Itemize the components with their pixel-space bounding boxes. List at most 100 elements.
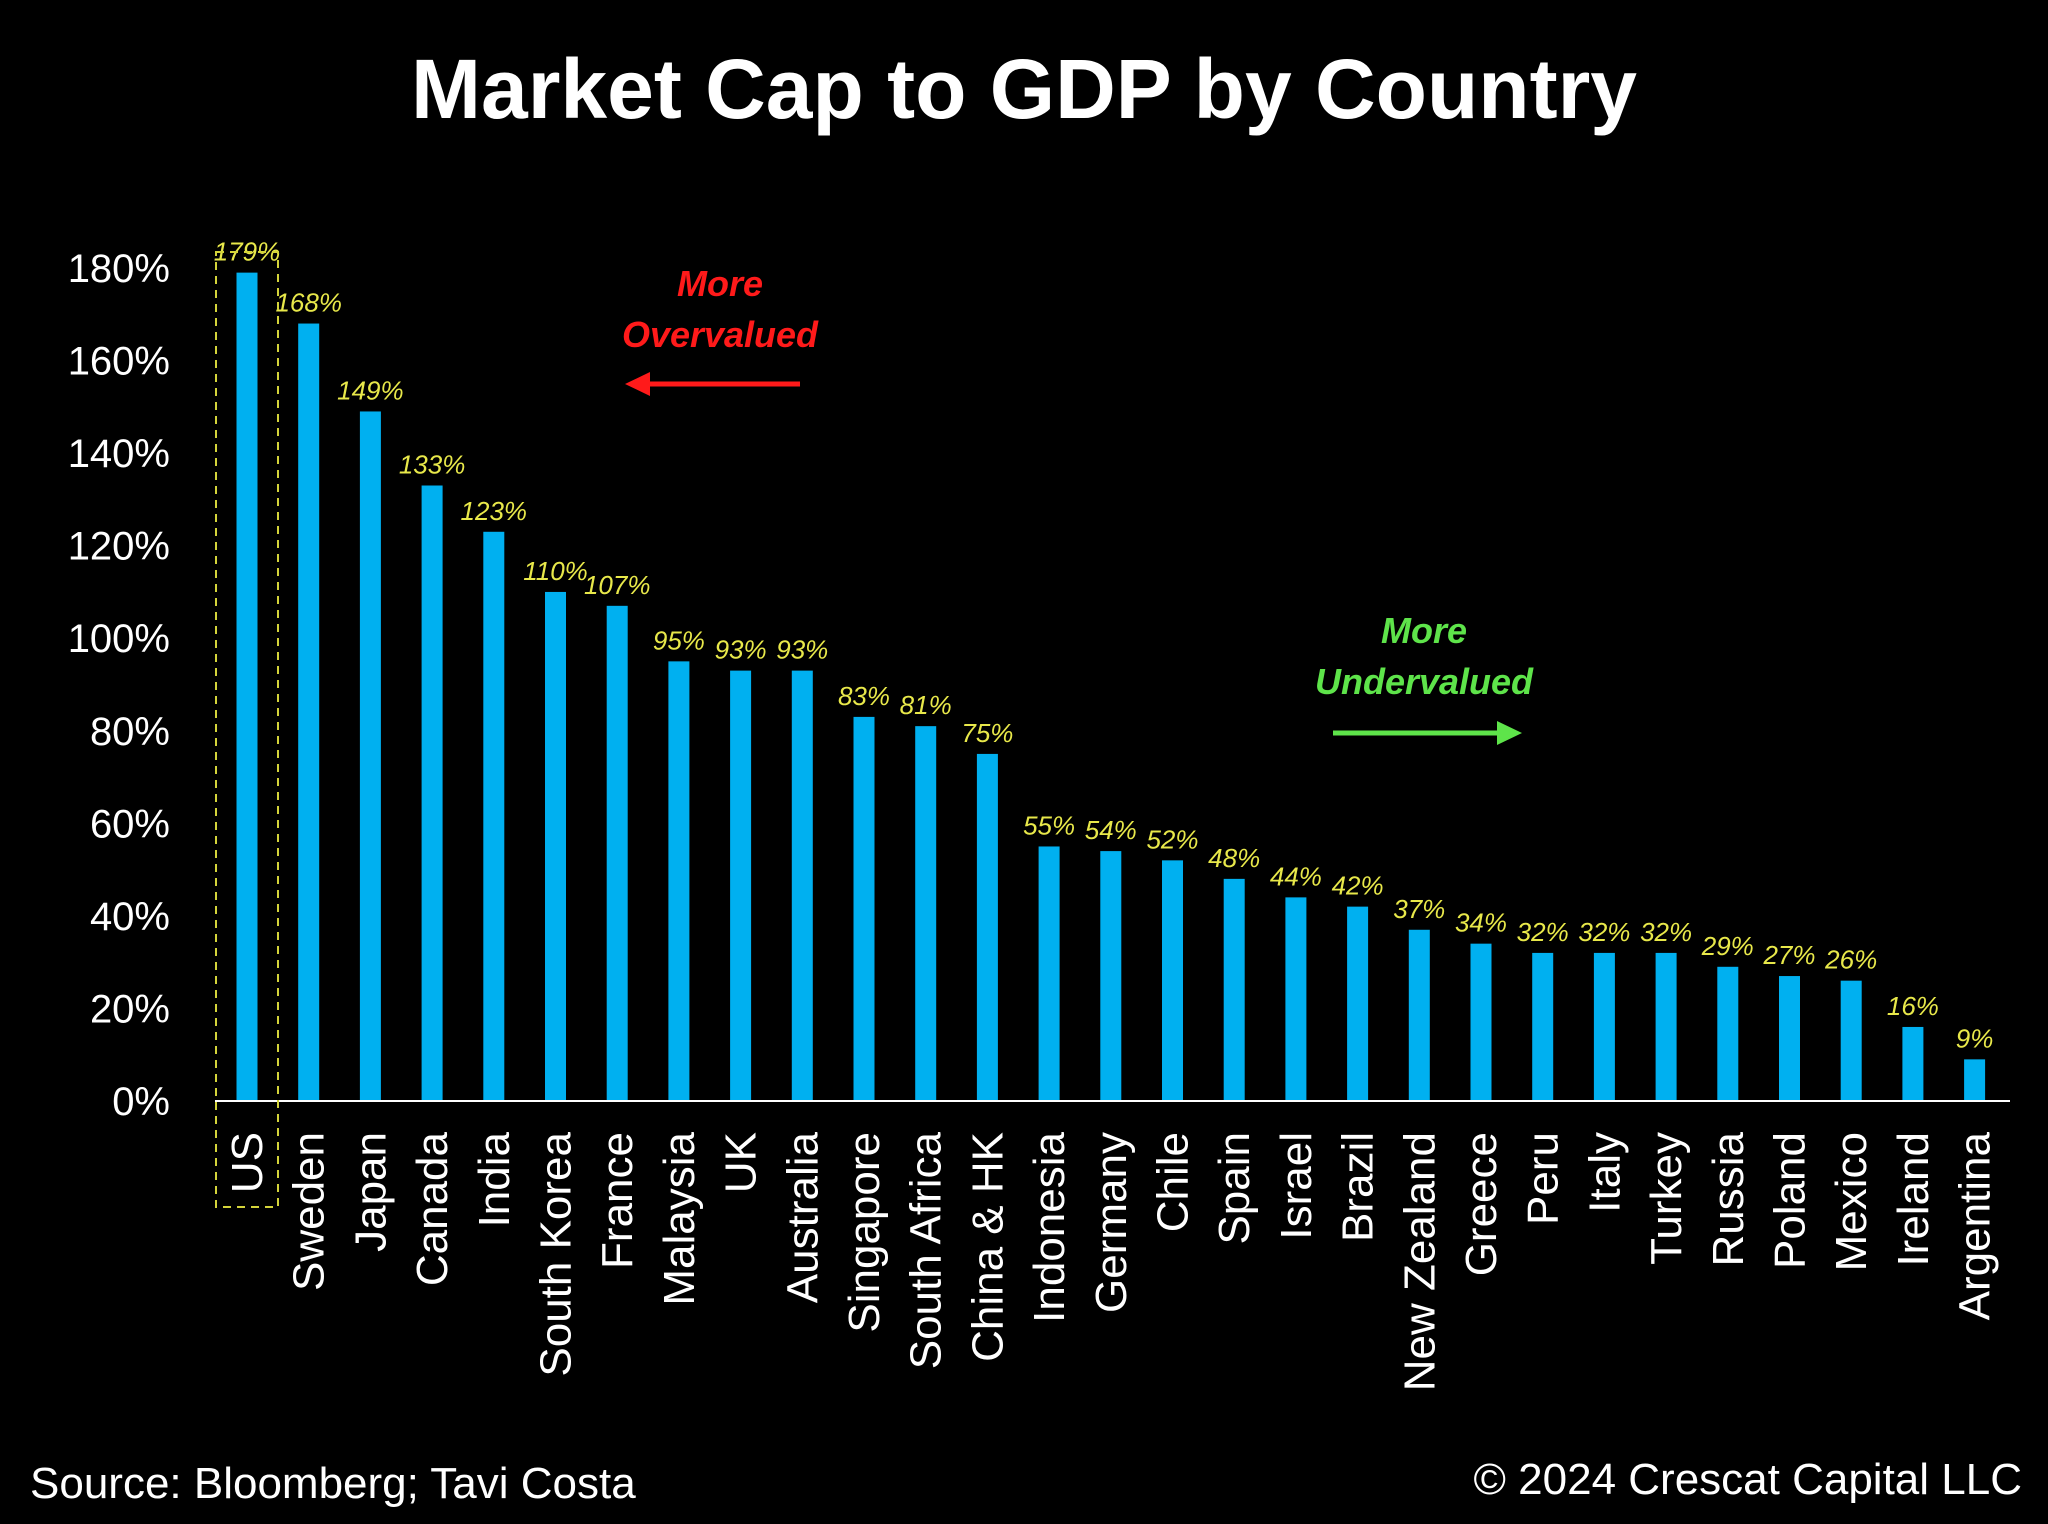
y-tick-label: 80%	[90, 710, 170, 754]
data-label: 83%	[838, 681, 890, 711]
x-tick-label: UK	[717, 1132, 766, 1193]
bar	[1840, 980, 1862, 1101]
x-tick-label: Turkey	[1642, 1132, 1691, 1265]
y-tick-label: 120%	[68, 525, 170, 569]
data-label: 149%	[337, 375, 404, 405]
undervalued-label-line1: More	[1381, 610, 1467, 651]
bar	[1100, 851, 1122, 1101]
y-tick-label: 160%	[68, 340, 170, 384]
x-tick-label: Poland	[1766, 1132, 1815, 1269]
x-tick-label: Mexico	[1827, 1132, 1876, 1271]
undervalued-annotation: More Undervalued	[1315, 610, 1534, 745]
chart-title: Market Cap to GDP by Country	[411, 42, 1637, 136]
x-tick-label: Japan	[346, 1132, 395, 1252]
bar	[1532, 952, 1554, 1101]
x-tick-label: Italy	[1580, 1132, 1629, 1213]
y-axis: 0% 20% 40% 60% 80% 100% 120% 140% 160% 180%	[68, 247, 170, 1124]
x-tick-label: Spain	[1210, 1132, 1259, 1245]
data-label: 32%	[1578, 917, 1630, 947]
x-tick-label: South Africa	[902, 1131, 951, 1369]
data-label: 168%	[275, 288, 342, 318]
x-tick-label: France	[593, 1132, 642, 1269]
y-tick-label: 140%	[68, 432, 170, 476]
bar	[1717, 966, 1739, 1101]
data-label: 42%	[1332, 871, 1384, 901]
x-tick-label: Ireland	[1889, 1132, 1938, 1267]
bar	[1593, 952, 1615, 1101]
bar	[1964, 1059, 1986, 1101]
x-tick-label: China & HK	[963, 1132, 1012, 1362]
data-label: 27%	[1762, 940, 1815, 970]
copyright-note: © 2024 Crescat Capital LLC	[1474, 1455, 2022, 1504]
data-labels-group: 179%168%149%133%123%110%107%95% 93% 93%83%…	[214, 237, 1994, 1054]
bar	[668, 661, 690, 1101]
x-tick-label: Australia	[778, 1131, 827, 1303]
data-label: 26%	[1824, 945, 1877, 975]
data-label: 37%	[1393, 894, 1445, 924]
y-tick-label: 20%	[90, 987, 170, 1031]
bar	[853, 716, 875, 1101]
y-tick-label: 60%	[90, 802, 170, 846]
data-label: 32%	[1640, 917, 1692, 947]
data-label: 107%	[584, 570, 651, 600]
x-tick-label: Singapore	[840, 1132, 889, 1333]
us-highlight-box	[215, 251, 279, 1208]
bar	[1038, 846, 1060, 1101]
bar	[1470, 943, 1492, 1101]
x-tick-label: New Zealand	[1395, 1132, 1444, 1391]
x-tick-label: Indonesia	[1025, 1131, 1074, 1322]
data-label: 34%	[1455, 908, 1507, 938]
left-arrow-icon	[625, 372, 650, 396]
data-label: 55%	[1023, 810, 1075, 840]
bar	[1408, 929, 1430, 1101]
bar	[1285, 897, 1307, 1101]
bar	[730, 670, 752, 1101]
data-label: 29%	[1701, 931, 1754, 961]
overvalued-label-line2: Overvalued	[622, 314, 819, 355]
x-tick-label: Germany	[1087, 1132, 1136, 1313]
bar	[1902, 1026, 1924, 1101]
overvalued-label-line1: More	[677, 263, 763, 304]
x-tick-label: Chile	[1149, 1132, 1198, 1232]
x-tick-label: Malaysia	[655, 1131, 704, 1305]
data-label: 52%	[1146, 824, 1198, 854]
x-tick-label: US	[223, 1132, 272, 1193]
right-arrow-icon	[1497, 721, 1522, 745]
bar	[298, 323, 320, 1101]
data-label: 110%	[523, 556, 588, 586]
x-tick-label: Sweden	[285, 1132, 334, 1291]
bar	[1223, 878, 1245, 1101]
bar	[545, 591, 566, 1101]
bar	[915, 726, 937, 1101]
bar	[791, 670, 813, 1101]
data-label: 48%	[1208, 843, 1260, 873]
bar	[236, 272, 258, 1101]
x-tick-label: South Korea	[532, 1131, 581, 1376]
overvalued-annotation: More Overvalued	[622, 263, 819, 396]
x-tick-label: Israel	[1272, 1132, 1321, 1240]
data-label: 95%	[653, 625, 705, 655]
data-label: 44%	[1270, 861, 1322, 891]
bar	[1347, 906, 1369, 1101]
y-tick-label: 100%	[68, 617, 170, 661]
source-note: Source: Bloomberg; Tavi Costa	[30, 1459, 636, 1508]
data-label: 93%	[776, 635, 828, 665]
undervalued-label-line2: Undervalued	[1315, 661, 1534, 702]
bar	[1162, 860, 1183, 1101]
y-tick-label: 40%	[90, 895, 170, 939]
bar	[976, 753, 998, 1101]
x-tick-label: Greece	[1457, 1132, 1506, 1276]
bar	[1779, 976, 1800, 1101]
x-axis: US Sweden Japan Canada India South Korea Franc…	[223, 1131, 2000, 1391]
bar	[1655, 952, 1677, 1101]
x-tick-label: Peru	[1519, 1132, 1568, 1225]
x-tick-label: Russia	[1704, 1131, 1753, 1266]
data-label: 81%	[900, 690, 952, 720]
x-tick-label: India	[470, 1131, 519, 1227]
data-label: 9%	[1956, 1023, 1994, 1053]
data-label: 32%	[1517, 917, 1569, 947]
data-label: 133%	[399, 450, 466, 480]
bar	[421, 485, 443, 1101]
